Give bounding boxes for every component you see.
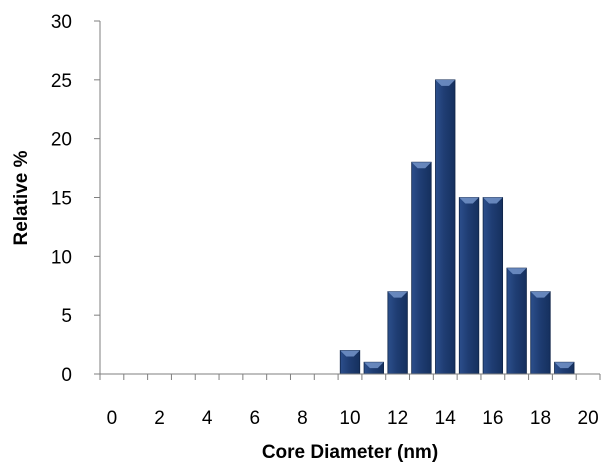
x-tick-label: 14 [435, 408, 457, 429]
x-tick-label: 10 [339, 408, 360, 429]
bar-body [459, 198, 479, 375]
bar [435, 80, 455, 374]
x-tick-label: 2 [154, 408, 165, 429]
y-axis-ticks [94, 21, 100, 374]
bar [555, 362, 575, 374]
bars [340, 80, 574, 374]
x-axis-ticks [100, 374, 600, 380]
bar [483, 198, 503, 375]
x-tick-label: 20 [578, 408, 599, 429]
bar-body [483, 198, 503, 375]
y-tick-label: 5 [61, 306, 72, 327]
bar [459, 198, 479, 375]
bar-body [507, 268, 527, 374]
x-tick-label: 8 [297, 408, 308, 429]
y-tick-label: 25 [51, 71, 72, 92]
y-tick-label: 15 [51, 189, 72, 210]
bar [364, 362, 384, 374]
y-tick-label: 10 [51, 247, 72, 268]
x-tick-label: 18 [530, 408, 551, 429]
bar-body [435, 80, 455, 374]
bar [507, 268, 527, 374]
y-axis-title: Relative % [11, 150, 32, 245]
bar [340, 350, 360, 374]
x-axis-tick-labels: 0 2 4 6 8 10 12 14 16 18 20 [107, 408, 599, 429]
x-tick-label: 12 [387, 408, 408, 429]
y-axis-tick-labels: 0 5 10 15 20 25 30 [51, 12, 72, 386]
y-tick-label: 30 [51, 12, 72, 33]
x-tick-label: 6 [249, 408, 260, 429]
bar [412, 162, 432, 374]
x-axis-title: Core Diameter (nm) [262, 442, 438, 463]
bar-body [388, 292, 408, 374]
bar-body [412, 162, 432, 374]
x-tick-label: 16 [482, 408, 503, 429]
bar [388, 292, 408, 374]
x-tick-label: 0 [107, 408, 118, 429]
y-tick-label: 20 [51, 130, 72, 151]
bar [531, 292, 551, 374]
y-tick-label: 0 [61, 365, 72, 386]
x-tick-label: 4 [202, 408, 213, 429]
bar-body [531, 292, 551, 374]
